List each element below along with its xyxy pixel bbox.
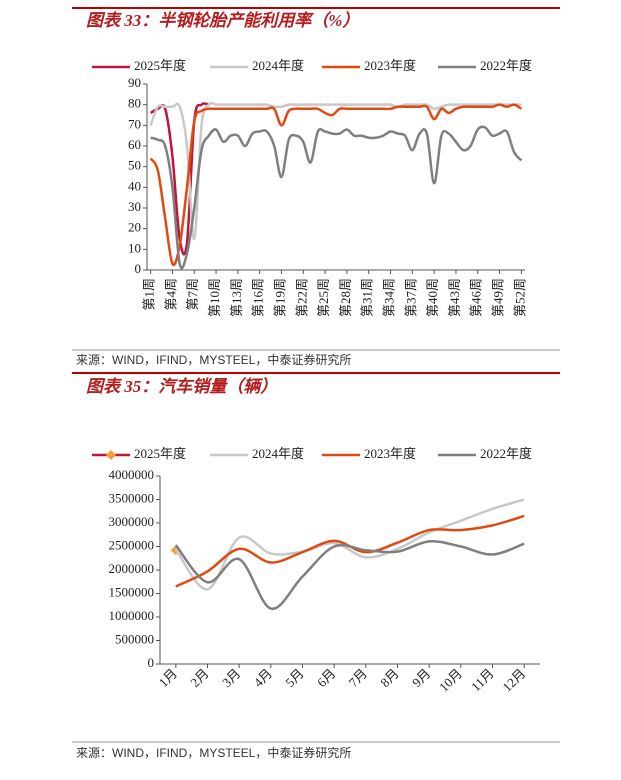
y-tick-label: 90 — [128, 75, 141, 90]
y-tick-label: 80 — [128, 96, 141, 111]
x-tick-label: 8月 — [377, 666, 401, 690]
y-tick-label: 2000000 — [109, 561, 155, 576]
x-tick-label: 1月 — [156, 666, 180, 690]
x-tick-label: 2月 — [187, 666, 211, 690]
y-tick-label: 40 — [128, 178, 141, 193]
y-tick-label: 0 — [135, 261, 142, 276]
x-tick-label: 第16周 — [251, 278, 266, 317]
x-tick-label: 第4周 — [163, 278, 178, 311]
y-tick-label: 60 — [128, 137, 141, 152]
x-tick-label: 第10周 — [207, 278, 222, 317]
series-line — [149, 101, 522, 241]
x-tick-label: 第37周 — [403, 278, 418, 317]
legend-label: 2023年度 — [364, 58, 416, 73]
x-tick-label: 4月 — [251, 666, 275, 690]
series-line — [174, 498, 525, 591]
x-tick-label: 第13周 — [229, 278, 244, 317]
x-tick-label: 9月 — [409, 666, 433, 690]
y-tick-label: 3000000 — [109, 514, 155, 529]
x-tick-label: 第52周 — [512, 278, 527, 317]
y-tick-label: 4000000 — [109, 467, 155, 482]
x-tick-label: 3月 — [219, 666, 243, 690]
x-tick-label: 10月 — [436, 666, 465, 695]
legend-label: 2024年度 — [252, 58, 304, 73]
y-tick-label: 70 — [128, 116, 141, 131]
legend-label: 2022年度 — [480, 446, 532, 461]
x-tick-label: 第49周 — [491, 278, 506, 317]
source: 来源：WIND，IFIND，MYSTEEL，中泰证券研究所 — [76, 745, 351, 760]
y-tick-label: 10 — [128, 240, 141, 255]
legend-label: 2024年度 — [252, 446, 304, 461]
y-tick-label: 1000000 — [109, 608, 155, 623]
x-tick-label: 第46周 — [469, 278, 484, 317]
x-tick-label: 11月 — [468, 666, 497, 695]
x-tick-label: 5月 — [282, 666, 306, 690]
x-tick-label: 第7周 — [185, 278, 200, 311]
y-tick-label: 0 — [148, 655, 155, 670]
legend-label: 2023年度 — [364, 446, 416, 461]
legend-marker — [106, 450, 116, 460]
source: 来源：WIND，IFIND，MYSTEEL，中泰证券研究所 — [76, 352, 351, 367]
y-tick-label: 1500000 — [109, 584, 155, 599]
legend-label: 2025年度 — [134, 58, 186, 73]
x-tick-label: 7月 — [346, 666, 370, 690]
series-line — [149, 103, 523, 267]
x-tick-label: 第34周 — [382, 278, 397, 317]
x-tick-label: 第25周 — [316, 278, 331, 317]
figure-title: 图表 35：汽车销量（辆） — [86, 377, 277, 396]
x-tick-label: 第43周 — [447, 278, 462, 317]
y-tick-label: 2500000 — [109, 537, 155, 552]
y-tick-label: 500000 — [115, 631, 154, 646]
x-tick-label: 第19周 — [272, 278, 287, 317]
figure-title: 图表 33：半钢轮胎产能利用率（%） — [86, 11, 359, 30]
series-line — [150, 125, 523, 270]
y-tick-label: 3500000 — [109, 490, 155, 505]
x-tick-label: 第1周 — [142, 278, 157, 311]
y-tick-label: 50 — [128, 158, 141, 173]
x-tick-label: 第31周 — [360, 278, 375, 317]
x-tick-label: 第22周 — [294, 278, 309, 317]
x-tick-label: 第40周 — [425, 278, 440, 317]
x-tick-label: 6月 — [314, 666, 338, 690]
x-tick-label: 12月 — [499, 666, 528, 695]
legend-label: 2025年度 — [134, 446, 186, 461]
y-tick-label: 30 — [128, 199, 141, 214]
x-tick-label: 第28周 — [338, 278, 353, 317]
y-tick-label: 20 — [128, 220, 141, 235]
legend-label: 2022年度 — [480, 58, 532, 73]
series-line — [174, 539, 525, 610]
